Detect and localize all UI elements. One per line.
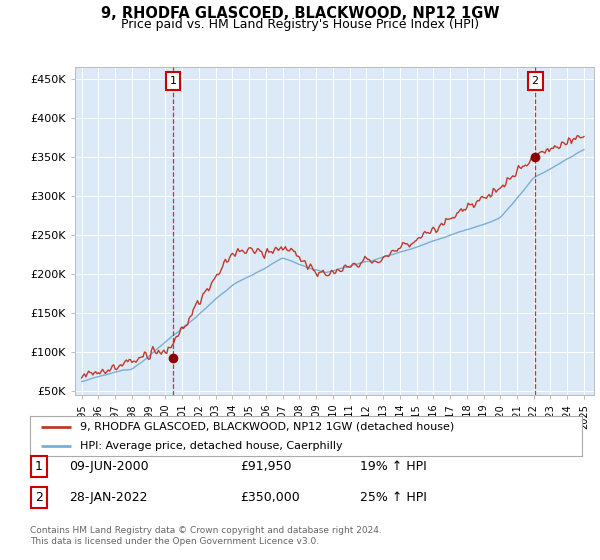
Text: Price paid vs. HM Land Registry's House Price Index (HPI): Price paid vs. HM Land Registry's House … xyxy=(121,18,479,31)
Text: 09-JUN-2000: 09-JUN-2000 xyxy=(69,460,149,473)
Text: £350,000: £350,000 xyxy=(240,491,300,504)
Text: 28-JAN-2022: 28-JAN-2022 xyxy=(69,491,148,504)
Text: 9, RHODFA GLASCOED, BLACKWOOD, NP12 1GW (detached house): 9, RHODFA GLASCOED, BLACKWOOD, NP12 1GW … xyxy=(80,422,454,432)
Text: 19% ↑ HPI: 19% ↑ HPI xyxy=(360,460,427,473)
Text: 25% ↑ HPI: 25% ↑ HPI xyxy=(360,491,427,504)
Text: 9, RHODFA GLASCOED, BLACKWOOD, NP12 1GW: 9, RHODFA GLASCOED, BLACKWOOD, NP12 1GW xyxy=(101,6,499,21)
Text: HPI: Average price, detached house, Caerphilly: HPI: Average price, detached house, Caer… xyxy=(80,441,343,450)
Text: 1: 1 xyxy=(35,460,43,473)
Text: 2: 2 xyxy=(532,76,539,86)
Text: £91,950: £91,950 xyxy=(240,460,292,473)
Text: 1: 1 xyxy=(169,76,176,86)
Text: 2: 2 xyxy=(35,491,43,504)
Text: Contains HM Land Registry data © Crown copyright and database right 2024.
This d: Contains HM Land Registry data © Crown c… xyxy=(30,526,382,546)
